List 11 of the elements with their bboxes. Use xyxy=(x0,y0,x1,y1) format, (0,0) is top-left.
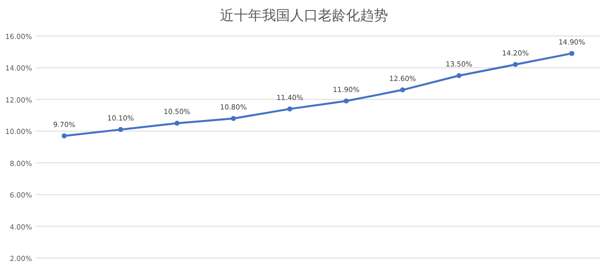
point xyxy=(456,73,462,78)
point xyxy=(62,133,67,138)
point xyxy=(118,127,124,132)
point xyxy=(344,98,349,104)
point xyxy=(569,50,574,56)
point xyxy=(230,116,236,121)
chart-title: 近十年我国人口老龄化趋势 xyxy=(220,8,388,24)
point xyxy=(287,106,292,112)
point xyxy=(174,120,180,126)
point xyxy=(400,87,406,92)
point xyxy=(512,62,518,68)
